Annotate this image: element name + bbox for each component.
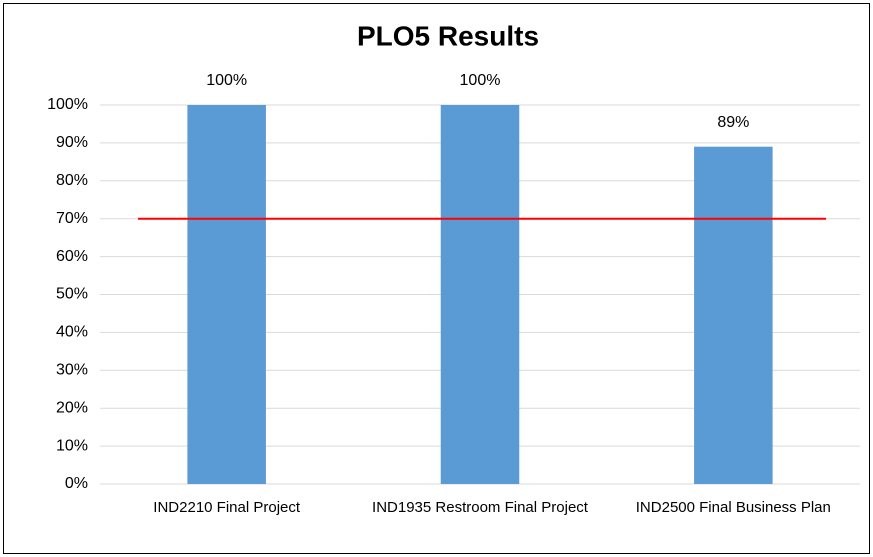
data-label: 100% (460, 72, 501, 89)
y-tick-label: 0% (65, 475, 88, 492)
y-tick-label: 50% (56, 286, 88, 303)
y-tick-label: 10% (56, 437, 88, 454)
y-tick-label: 30% (56, 362, 88, 379)
y-tick-label: 80% (56, 172, 88, 189)
chart-title: PLO5 Results (357, 20, 539, 51)
x-tick-label-box: IND1935 Restroom Final Project (372, 499, 588, 516)
x-tick-label-box: IND2500 Final Business Plan (635, 499, 831, 516)
y-tick-label: 100% (47, 96, 88, 113)
y-tick-label: 90% (56, 134, 88, 151)
bar (187, 105, 266, 484)
data-label: 89% (717, 114, 749, 131)
y-tick-label: 70% (56, 210, 88, 227)
bar (694, 146, 773, 484)
y-tick-label: 40% (56, 324, 88, 341)
y-tick-label: 20% (56, 399, 88, 416)
y-tick-label: 60% (56, 248, 88, 265)
data-label: 100% (206, 72, 247, 89)
x-tick-label: IND2210 Final Project (153, 499, 301, 516)
x-tick-label-box: IND2210 Final Project (153, 499, 301, 516)
x-tick-label: IND1935 Restroom Final Project (372, 499, 588, 516)
x-tick-label: IND2500 Final Business Plan (635, 499, 831, 516)
bar (440, 105, 520, 484)
